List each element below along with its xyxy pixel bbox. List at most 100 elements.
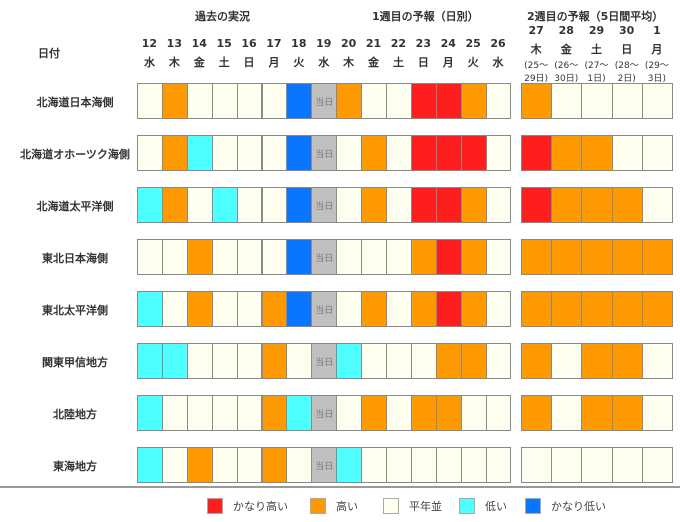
daily-cell bbox=[410, 343, 437, 379]
day-weekday: 日 bbox=[417, 56, 429, 69]
daily-cell bbox=[211, 291, 238, 327]
daily-cell bbox=[336, 343, 363, 379]
legend-label: かなり低い bbox=[551, 500, 606, 513]
daily-cell bbox=[460, 395, 487, 431]
daily-cell bbox=[161, 395, 188, 431]
region-label: 北海道太平洋側 bbox=[36, 200, 114, 213]
weekly-cell bbox=[581, 239, 613, 275]
legend-swatch bbox=[383, 498, 399, 514]
daily-cell bbox=[186, 447, 213, 483]
legend-swatch bbox=[207, 498, 223, 514]
week-number: 27 bbox=[528, 24, 544, 37]
week-range-end: 1日) bbox=[587, 74, 606, 84]
week-range-end: 29日) bbox=[524, 74, 549, 84]
weekly-cell bbox=[551, 239, 583, 275]
daily-cell bbox=[386, 447, 412, 483]
daily-cell bbox=[137, 135, 163, 171]
weekly-cell bbox=[611, 135, 643, 171]
daily-cell bbox=[186, 187, 213, 223]
daily-cell bbox=[137, 83, 163, 119]
daily-cell bbox=[186, 343, 213, 379]
week-range-start: (26～ bbox=[554, 61, 579, 71]
daily-cell bbox=[261, 187, 288, 223]
daily-cell bbox=[386, 343, 412, 379]
daily-cell bbox=[485, 187, 512, 223]
daily-cell bbox=[236, 395, 263, 431]
weekly-cell bbox=[611, 83, 643, 119]
daily-cell bbox=[410, 135, 437, 171]
region-label: 北海道日本海側 bbox=[36, 96, 114, 109]
day-number: 15 bbox=[216, 37, 232, 50]
day-weekday: 土 bbox=[218, 56, 230, 69]
daily-cell bbox=[460, 135, 487, 171]
legend-label: かなり高い bbox=[233, 500, 288, 513]
daily-cell bbox=[236, 83, 263, 119]
daily-cell bbox=[261, 343, 288, 379]
day-number: 20 bbox=[340, 37, 357, 50]
legend-label: 平年並 bbox=[409, 500, 442, 513]
daily-cell bbox=[137, 239, 163, 275]
daily-cell bbox=[435, 291, 462, 327]
week-weekday: 月 bbox=[651, 43, 663, 56]
day-weekday: 木 bbox=[343, 56, 355, 69]
daily-cell bbox=[361, 343, 387, 379]
daily-cell bbox=[261, 291, 288, 327]
weekly-cell bbox=[581, 135, 613, 171]
daily-cell bbox=[161, 291, 188, 327]
today-cell: 当日 bbox=[311, 187, 338, 223]
weekly-cell bbox=[551, 83, 583, 119]
daily-cell bbox=[336, 447, 363, 483]
day-weekday: 金 bbox=[368, 56, 380, 69]
weekly-cell bbox=[551, 447, 583, 483]
day-number: 12 bbox=[141, 37, 158, 50]
daily-cell bbox=[211, 395, 238, 431]
daily-cell bbox=[236, 239, 263, 275]
week-weekday: 金 bbox=[560, 43, 572, 56]
daily-cell bbox=[137, 395, 163, 431]
daily-cell bbox=[236, 291, 263, 327]
daily-cell bbox=[261, 135, 288, 171]
weekly-cell bbox=[521, 83, 553, 119]
daily-cell bbox=[336, 187, 363, 223]
title-past: 過去の実況 bbox=[195, 10, 250, 23]
daily-cell bbox=[460, 291, 487, 327]
day-weekday: 月 bbox=[268, 56, 280, 69]
weekly-cell bbox=[611, 447, 643, 483]
day-weekday: 金 bbox=[193, 56, 205, 69]
daily-cell bbox=[137, 343, 163, 379]
daily-cell bbox=[485, 135, 512, 171]
legend-item: 高い bbox=[310, 498, 358, 514]
weekly-cell bbox=[521, 343, 553, 379]
daily-cell bbox=[186, 83, 213, 119]
daily-cell bbox=[485, 291, 512, 327]
day-weekday: 土 bbox=[392, 56, 404, 69]
daily-cell bbox=[386, 395, 412, 431]
week-number: 28 bbox=[558, 24, 574, 37]
day-number: 18 bbox=[291, 37, 307, 50]
day-number: 16 bbox=[241, 37, 257, 50]
region-label: 北陸地方 bbox=[53, 408, 97, 421]
day-number: 22 bbox=[390, 37, 407, 50]
daily-cell bbox=[485, 447, 512, 483]
week-range-start: (28～ bbox=[614, 61, 639, 71]
weekly-cell bbox=[521, 395, 553, 431]
daily-cell bbox=[410, 83, 437, 119]
daily-cell bbox=[410, 291, 437, 327]
weekly-cell bbox=[611, 291, 643, 327]
weekly-cell bbox=[521, 135, 553, 171]
daily-cell bbox=[460, 447, 487, 483]
legend-item: 低い bbox=[459, 498, 507, 514]
day-weekday: 火 bbox=[467, 56, 479, 69]
daily-cell bbox=[361, 187, 387, 223]
weekly-cell bbox=[641, 239, 673, 275]
weekly-cell bbox=[521, 291, 553, 327]
daily-cell bbox=[460, 343, 487, 379]
daily-cell bbox=[485, 343, 512, 379]
week-weekday: 日 bbox=[621, 43, 633, 56]
day-number: 21 bbox=[365, 37, 382, 50]
today-cell: 当日 bbox=[311, 447, 338, 483]
daily-cell bbox=[211, 135, 238, 171]
day-weekday: 水 bbox=[492, 56, 504, 69]
daily-cell bbox=[236, 187, 263, 223]
day-number: 19 bbox=[316, 37, 332, 50]
